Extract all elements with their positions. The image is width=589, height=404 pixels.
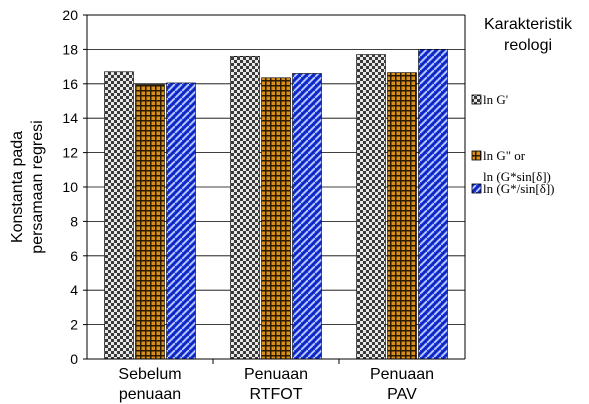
legend-title-line-1: Karakteristik bbox=[484, 16, 573, 33]
y-tick-label: 2 bbox=[70, 317, 78, 333]
plot-area bbox=[86, 14, 466, 360]
legend: Karakteristik reologi ln G' ln G" or ln … bbox=[471, 16, 573, 196]
bar-series-1-cat-1 bbox=[104, 71, 134, 360]
x-category-label-line: penuaan bbox=[119, 386, 181, 403]
x-category-label-line: Sebelum bbox=[118, 366, 181, 383]
x-tick-labels: Sebelum penuaan Penuaan RTFOT Penuaan PAV bbox=[118, 359, 434, 403]
bar-series-2-cat-2 bbox=[261, 77, 291, 360]
bar-series-2-cat-3 bbox=[387, 72, 417, 360]
bar-series-1-cat-3 bbox=[356, 54, 386, 360]
bars bbox=[104, 49, 448, 360]
y-tick-label: 14 bbox=[62, 110, 78, 126]
x-category-label-line: Penuaan bbox=[244, 366, 308, 383]
y-tick-label: 16 bbox=[62, 76, 78, 92]
y-tick-label: 6 bbox=[70, 248, 78, 264]
y-tick-label: 18 bbox=[62, 41, 78, 57]
y-axis-label-line-2: persamaan regresi bbox=[29, 120, 46, 253]
bar-series-2-cat-1 bbox=[135, 84, 165, 360]
bar-series-3-cat-1 bbox=[166, 82, 196, 360]
y-tick-labels: 0 2 4 6 8 10 12 14 16 18 20 bbox=[62, 7, 87, 367]
y-tick-label: 0 bbox=[70, 351, 78, 367]
y-tick-label: 20 bbox=[62, 7, 78, 23]
bar-series-3-cat-3 bbox=[418, 49, 448, 360]
legend-swatch-ln-g-double-prime bbox=[471, 150, 482, 161]
legend-label-ln-g-double-prime-line-2: ln (G*sin[δ]) bbox=[483, 169, 551, 184]
y-axis-label-line-1: Konstanta pada bbox=[9, 131, 26, 243]
legend-title-line-2: reologi bbox=[504, 37, 552, 54]
y-tick-label: 4 bbox=[70, 282, 78, 298]
legend-swatch-ln-g-star-over-sin bbox=[471, 183, 482, 194]
legend-label-ln-g-double-prime-line-1: ln G" or bbox=[483, 148, 526, 163]
y-axis-label: Konstanta pada persamaan regresi bbox=[9, 120, 46, 253]
y-tick-label: 8 bbox=[70, 213, 78, 229]
x-category-label-line: Penuaan bbox=[370, 366, 434, 383]
legend-label-ln-g-prime: ln G' bbox=[483, 92, 508, 107]
y-tick-label: 10 bbox=[62, 179, 78, 195]
x-category-label-line: RTFOT bbox=[249, 386, 302, 403]
bar-series-3-cat-2 bbox=[292, 73, 322, 360]
x-category-label-line: PAV bbox=[387, 386, 417, 403]
legend-label-ln-g-star-over-sin: ln (G*/sin[δ]) bbox=[483, 181, 554, 196]
legend-swatch-ln-g-prime bbox=[471, 94, 482, 105]
y-tick-label: 12 bbox=[62, 145, 78, 161]
bar-series-1-cat-2 bbox=[230, 55, 260, 360]
